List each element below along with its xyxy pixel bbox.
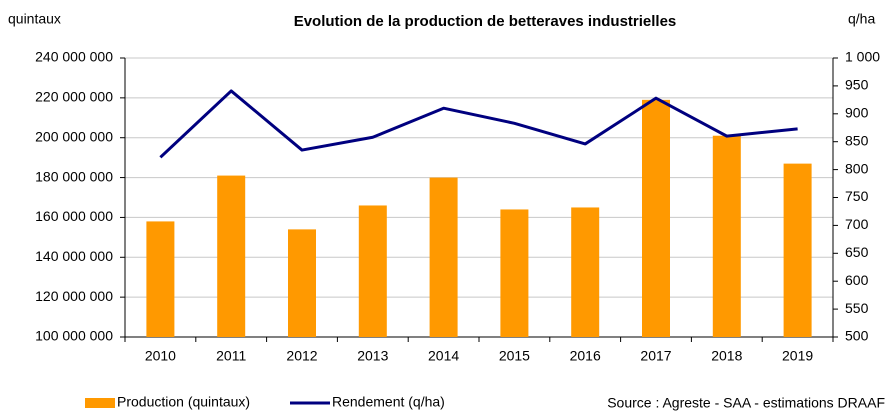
y2-tick-label: 800 xyxy=(845,160,869,176)
bar xyxy=(358,205,387,337)
x-tick-label: 2017 xyxy=(640,348,671,364)
x-tick-label: 2011 xyxy=(216,348,246,364)
legend-swatch xyxy=(85,398,115,408)
y-tick-label: 240 000 000 xyxy=(35,49,113,65)
y2-tick-label: 500 xyxy=(845,328,869,344)
x-tick-label: 2016 xyxy=(570,348,601,364)
y2-tick-label: 750 xyxy=(845,188,869,204)
y-tick-label: 220 000 000 xyxy=(35,89,113,105)
bar xyxy=(500,209,529,337)
bar xyxy=(288,229,316,337)
bar xyxy=(571,207,600,337)
y2-tick-label: 600 xyxy=(845,272,869,288)
y2-tick-label: 650 xyxy=(845,244,869,260)
x-tick-label: 2013 xyxy=(357,348,388,364)
y-tick-label: 100 000 000 xyxy=(35,328,113,344)
x-tick-label: 2019 xyxy=(782,348,813,364)
y2-tick-label: 900 xyxy=(845,105,869,121)
y-tick-label: 140 000 000 xyxy=(35,248,113,264)
x-tick-label: 2014 xyxy=(428,348,459,364)
y2-axis-label: q/ha xyxy=(848,11,875,27)
y-axis-label: quintaux xyxy=(8,11,61,27)
bar xyxy=(217,175,246,337)
bar xyxy=(146,221,175,337)
y2-tick-label: 700 xyxy=(845,216,869,232)
y2-tick-label: 950 xyxy=(845,77,869,93)
legend-label: Rendement (q/ha) xyxy=(332,394,445,410)
x-tick-label: 2018 xyxy=(711,348,742,364)
bar xyxy=(642,99,670,337)
x-tick-label: 2012 xyxy=(286,348,317,364)
bar xyxy=(429,177,458,337)
y2-tick-label: 850 xyxy=(845,132,869,148)
chart-title: Evolution de la production de betteraves… xyxy=(294,13,677,30)
y2-tick-label: 550 xyxy=(845,300,869,316)
y-tick-label: 120 000 000 xyxy=(35,288,113,304)
legend-label: Production (quintaux) xyxy=(117,394,250,410)
x-tick-label: 2010 xyxy=(145,348,176,364)
bar xyxy=(712,135,741,337)
x-tick-label: 2015 xyxy=(499,348,530,364)
line xyxy=(159,89,798,159)
y2-tick-label: 1 000 xyxy=(845,49,880,65)
source: Source : Agreste - SAA - estimations DRA… xyxy=(607,395,885,411)
y-tick-label: 160 000 000 xyxy=(35,208,113,224)
y-tick-label: 180 000 000 xyxy=(35,168,113,184)
y-tick-label: 200 000 000 xyxy=(35,128,113,144)
bar xyxy=(783,163,812,337)
